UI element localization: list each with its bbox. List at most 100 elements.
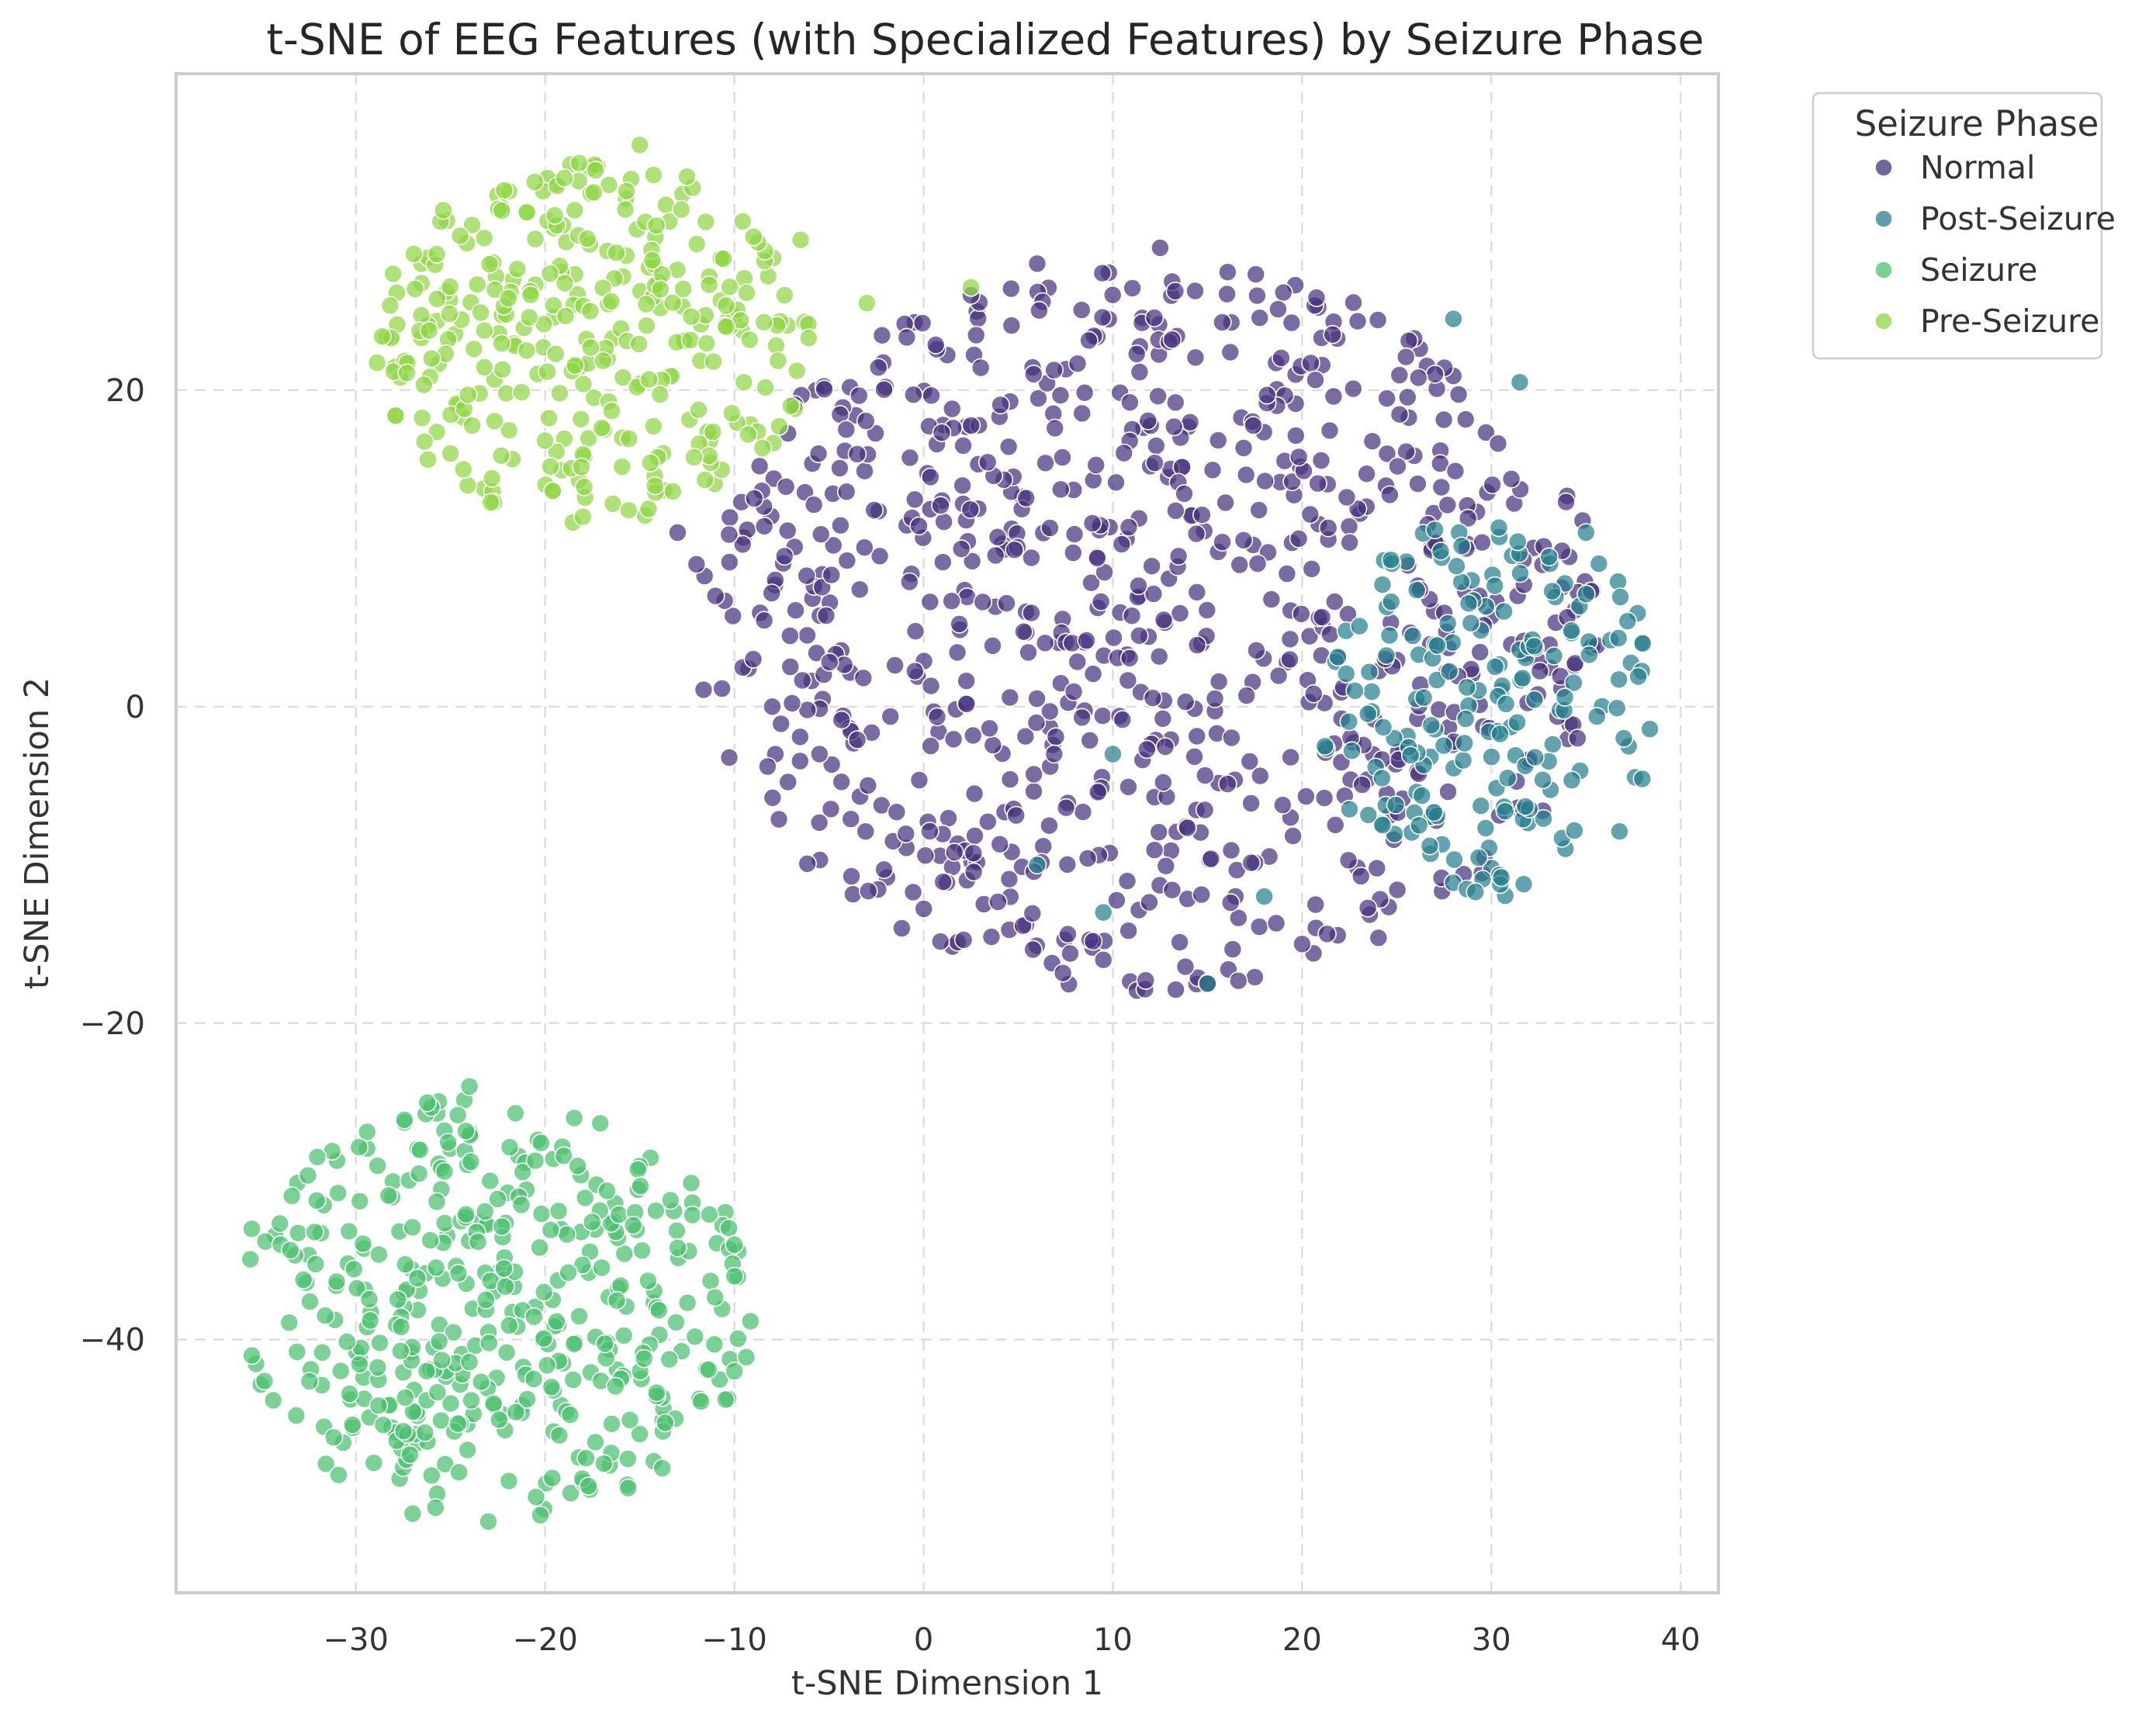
legend-marker <box>1874 261 1893 279</box>
data-point-normal <box>823 535 843 555</box>
data-point-normal <box>1185 281 1205 301</box>
data-point-normal <box>1240 752 1260 771</box>
data-point-pre-seizure <box>517 341 537 361</box>
data-point-post-seizure <box>1587 707 1607 726</box>
data-point-normal <box>1250 308 1269 328</box>
data-point-seizure <box>564 1108 584 1128</box>
data-point-pre-seizure <box>704 351 723 372</box>
data-point-seizure <box>559 1263 578 1282</box>
data-point-normal <box>720 507 740 528</box>
data-point-pre-seizure <box>440 304 459 324</box>
data-point-normal <box>1040 518 1060 538</box>
data-point-normal <box>960 500 981 520</box>
data-point-normal <box>832 772 851 792</box>
data-point-normal <box>1106 472 1126 493</box>
data-point-normal <box>780 657 801 677</box>
data-point-normal <box>786 600 805 621</box>
data-point-normal <box>920 822 940 841</box>
data-point-post-seizure <box>1485 657 1505 677</box>
data-point-post-seizure <box>1508 531 1528 552</box>
data-point-normal <box>822 755 842 774</box>
data-point-post-seizure <box>1373 718 1393 737</box>
data-point-normal <box>991 395 1010 415</box>
data-point-normal <box>897 327 917 348</box>
data-point-seizure <box>513 1162 533 1182</box>
data-point-normal <box>822 565 841 585</box>
data-point-normal <box>1311 451 1331 470</box>
data-point-pre-seizure <box>453 459 473 479</box>
data-point-seizure <box>638 1271 658 1291</box>
data-point-normal <box>791 751 810 771</box>
data-point-normal <box>1398 387 1417 407</box>
data-point-pre-seizure <box>474 228 494 248</box>
data-point-normal <box>1044 360 1064 380</box>
data-point-pre-seizure <box>498 289 518 308</box>
data-point-post-seizure <box>1444 309 1463 329</box>
data-point-seizure <box>368 1156 388 1175</box>
data-point-normal <box>1119 517 1139 537</box>
data-point-normal <box>915 846 936 865</box>
data-point-normal <box>1130 625 1149 645</box>
data-point-normal <box>1024 764 1043 784</box>
data-point-seizure <box>725 1266 744 1286</box>
data-point-normal <box>732 535 753 555</box>
data-point-normal <box>1237 686 1256 705</box>
data-point-normal <box>1104 628 1123 648</box>
data-point-seizure <box>456 1204 476 1224</box>
data-point-seizure <box>489 1410 509 1430</box>
data-point-normal <box>1216 493 1235 513</box>
data-point-normal <box>668 523 687 542</box>
data-point-normal <box>1144 840 1165 860</box>
data-point-seizure <box>353 1234 373 1254</box>
data-point-seizure <box>441 1393 461 1414</box>
data-point-post-seizure <box>1513 668 1532 688</box>
data-point-seizure <box>659 1349 680 1369</box>
y-tick-label: −40 <box>80 1323 145 1358</box>
data-point-normal <box>914 899 933 919</box>
data-point-seizure <box>475 1202 495 1221</box>
data-point-normal <box>1137 739 1157 760</box>
data-point-pre-seizure <box>458 385 478 405</box>
data-point-seizure <box>652 1459 673 1478</box>
data-point-normal <box>1186 524 1206 544</box>
data-point-normal <box>1208 431 1228 450</box>
data-point-normal <box>1019 642 1038 663</box>
data-point-normal <box>1296 787 1316 806</box>
data-point-normal <box>985 545 1005 566</box>
data-point-post-seizure <box>1469 848 1489 867</box>
data-point-normal <box>847 730 867 749</box>
data-point-normal <box>973 592 992 612</box>
data-point-pre-seizure <box>440 277 460 296</box>
data-point-seizure <box>542 1377 562 1397</box>
data-point-seizure <box>324 1428 344 1447</box>
data-point-normal <box>1144 308 1165 327</box>
data-point-normal <box>1112 535 1132 554</box>
data-point-seizure <box>329 1465 348 1485</box>
data-point-post-seizure <box>1358 704 1378 724</box>
data-point-normal <box>905 661 925 681</box>
data-point-post-seizure <box>1457 677 1477 697</box>
data-point-post-seizure <box>1315 736 1335 756</box>
data-point-seizure <box>462 1390 481 1410</box>
data-point-post-seizure <box>1381 592 1401 611</box>
data-point-normal <box>1344 292 1363 313</box>
data-point-normal <box>719 524 739 545</box>
data-point-normal <box>1092 263 1113 283</box>
data-point-seizure <box>576 1448 596 1468</box>
data-point-normal <box>950 614 969 634</box>
data-point-normal <box>1091 592 1111 611</box>
data-point-seizure <box>241 1249 261 1269</box>
data-point-seizure <box>666 1313 686 1332</box>
data-point-seizure <box>349 1137 369 1157</box>
data-point-seizure <box>500 1137 520 1157</box>
data-point-seizure <box>677 1293 697 1313</box>
data-point-post-seizure <box>1607 698 1627 718</box>
data-point-pre-seizure <box>467 275 487 295</box>
data-point-pre-seizure <box>507 259 528 279</box>
data-point-seizure <box>242 1345 261 1365</box>
data-point-seizure <box>542 1468 562 1488</box>
x-tick-label: 30 <box>1472 1622 1511 1658</box>
data-point-seizure <box>685 1327 705 1347</box>
data-point-pre-seizure <box>372 327 392 346</box>
data-point-pre-seizure <box>720 277 739 297</box>
